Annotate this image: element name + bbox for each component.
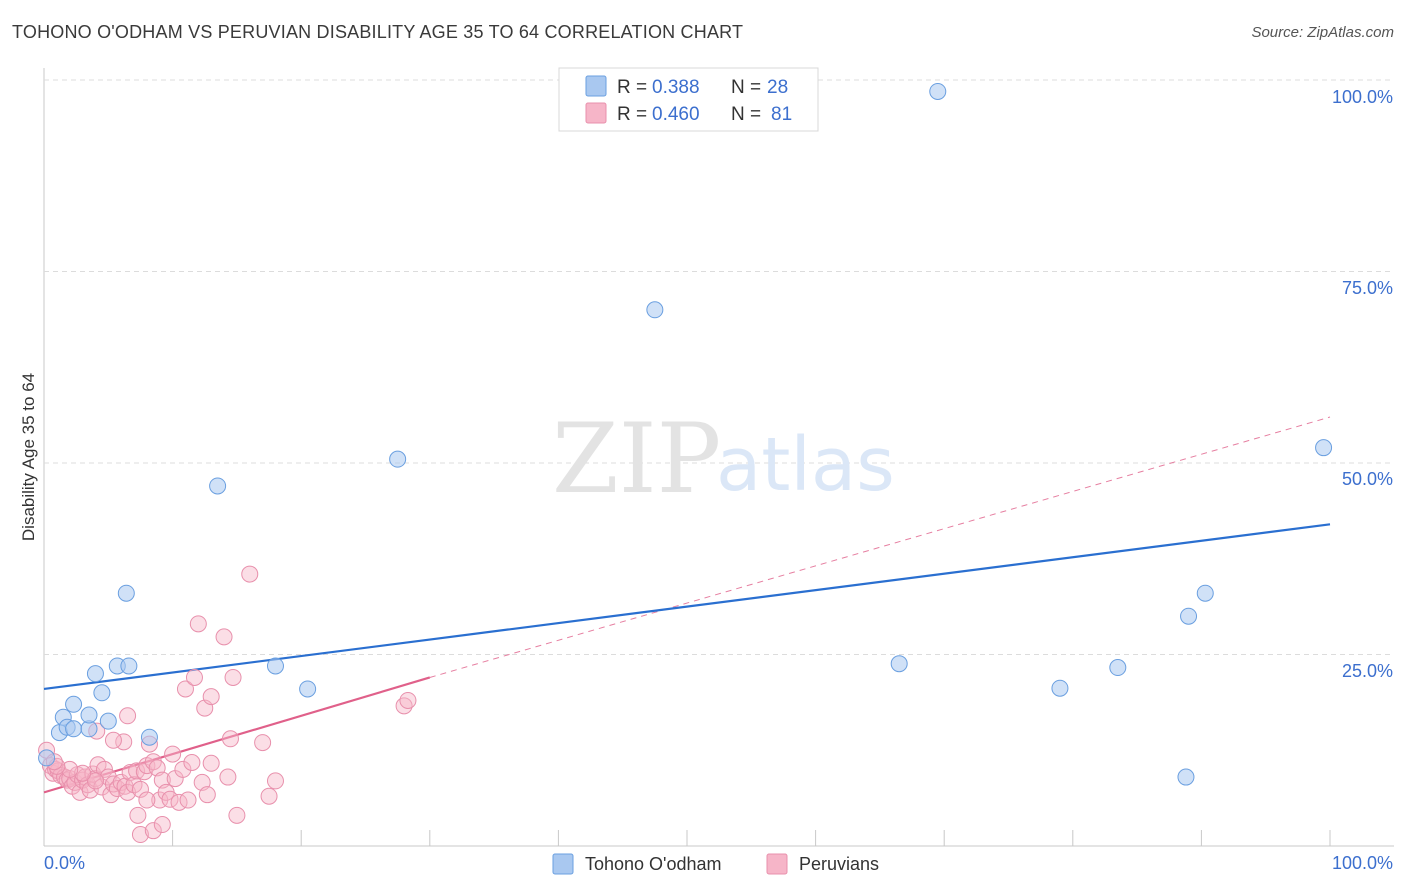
peruvians-point	[74, 764, 92, 782]
tohono-point	[389, 450, 407, 468]
y-tick-label-50: 50.0%	[1342, 469, 1393, 489]
tohono-point	[1177, 768, 1195, 786]
watermark-zip: ZIP	[552, 403, 721, 515]
tohono-point	[209, 477, 227, 495]
bottom-legend-label-peruvians: Peruvians	[799, 854, 879, 874]
legend-r-label-1: R =	[617, 77, 647, 98]
peruvians-point	[176, 680, 194, 698]
chart-title: TOHONO O'ODHAM VS PERUVIAN DISABILITY AG…	[12, 22, 744, 42]
tohono-point	[1315, 439, 1333, 457]
peruvians-point	[119, 707, 137, 725]
peruvians-point	[183, 754, 201, 772]
peruvians-point	[198, 786, 216, 804]
watermark-atlas: atlas	[716, 422, 895, 508]
tohono-point	[1051, 679, 1069, 697]
peruvians-point	[224, 668, 242, 686]
peruvians-point	[215, 628, 233, 646]
tohono-point	[1196, 584, 1214, 602]
peruvians-point	[131, 826, 149, 844]
chart-source: Source: ZipAtlas.com	[1251, 24, 1394, 41]
peruvians-point	[202, 688, 220, 706]
peruvians-points	[38, 565, 417, 844]
peruvians-point	[104, 731, 122, 749]
peruvians-point	[266, 772, 284, 790]
tohono-point	[99, 712, 117, 730]
trend-layer	[43, 416, 1331, 794]
legend-n-value-2: 81	[771, 104, 792, 125]
tohono-trend-line	[43, 523, 1331, 691]
tohono-point	[86, 665, 104, 683]
tohono-point	[646, 301, 664, 319]
tohono-point	[120, 657, 138, 675]
legend-r-value-1: 0.388	[652, 77, 700, 98]
peruvians-point	[99, 768, 117, 786]
peruvians-point	[131, 780, 149, 798]
bottom-legend-swatch-peruvians	[766, 853, 788, 875]
peruvians-point	[221, 730, 239, 748]
bottom-legend-label-tohono: Tohono O'odham	[585, 854, 722, 874]
peruvians-point	[179, 791, 197, 809]
tohono-point	[80, 706, 98, 724]
legend-n-label-2: N =	[731, 104, 761, 125]
peruvians-point	[189, 615, 207, 633]
x-tick-marks	[43, 830, 1331, 846]
tohono-point	[929, 82, 947, 100]
peruvians-point	[228, 806, 246, 824]
legend-r-label-2: R =	[617, 104, 647, 125]
peruvians-point	[164, 745, 182, 763]
peruvians-point	[161, 790, 179, 808]
tohono-point	[890, 655, 908, 673]
peruvians-point	[174, 760, 192, 778]
peruvians-point	[153, 816, 171, 834]
peruvians-point	[138, 791, 156, 809]
legend-n-label-1: N =	[731, 77, 761, 98]
peruvians-point	[95, 760, 113, 778]
peruvians-point	[102, 786, 120, 804]
legend-n-value-1: 28	[767, 77, 788, 98]
tohono-point	[65, 695, 83, 713]
x-tick-label-0: 0.0%	[44, 853, 85, 873]
peruvians-point	[86, 772, 104, 790]
tohono-point	[93, 684, 111, 702]
legend-r-value-2: 0.460	[652, 104, 700, 125]
tohono-point	[299, 680, 317, 698]
tohono-point	[1109, 659, 1127, 677]
peruvians-point	[241, 565, 259, 583]
y-tick-label-100: 100.0%	[1332, 87, 1393, 107]
tohono-point	[65, 720, 83, 738]
series-legend: Tohono O'odham Peruvians	[552, 853, 879, 875]
peruvians-point	[185, 668, 203, 686]
tohono-point	[266, 657, 284, 675]
tohono-point	[140, 728, 158, 746]
peruvians-point	[202, 754, 220, 772]
peruvians-point	[260, 787, 278, 805]
bottom-legend-swatch-tohono	[552, 853, 574, 875]
tohono-points	[38, 82, 1333, 786]
peruvians-trend-line	[43, 676, 431, 794]
tohono-point	[117, 584, 135, 602]
tohono-point	[1180, 607, 1198, 625]
y-tick-label-75: 75.0%	[1342, 278, 1393, 298]
peruvians-point	[399, 691, 417, 709]
peruvians-point	[219, 768, 237, 786]
legend-swatch-peruvians	[585, 102, 607, 124]
y-axis-label: Disability Age 35 to 64	[19, 373, 38, 541]
peruvians-point	[254, 734, 272, 752]
y-tick-label-25: 25.0%	[1342, 661, 1393, 681]
peruvians-point	[129, 806, 147, 824]
stats-legend: R = 0.388 N = 28 R = 0.460 N = 81	[558, 67, 819, 132]
tohono-point	[38, 749, 56, 767]
peruvians-point	[144, 822, 162, 840]
peruvians-trend-extended	[429, 416, 1331, 678]
peruvians-point	[61, 760, 79, 778]
x-tick-label-100: 100.0%	[1332, 853, 1393, 873]
legend-swatch-tohono	[585, 75, 607, 97]
